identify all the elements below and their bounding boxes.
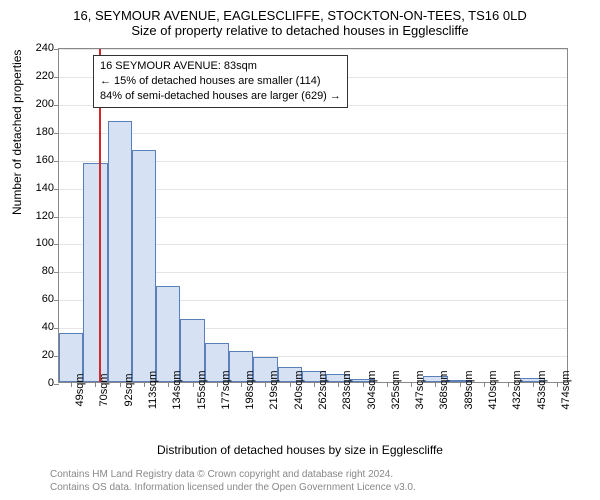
x-tick-label: 177sqm [220, 370, 232, 409]
histogram-bar [132, 150, 156, 382]
x-axis-label: Distribution of detached houses by size … [0, 443, 600, 457]
y-tick-label: 0 [48, 377, 54, 389]
x-tick-label: 262sqm [317, 370, 329, 409]
chart-container: 16, SEYMOUR AVENUE, EAGLESCLIFFE, STOCKT… [0, 0, 600, 500]
y-tick-label: 160 [36, 154, 54, 166]
x-tick [95, 382, 96, 387]
y-tick [54, 328, 59, 329]
y-tick-label: 200 [36, 98, 54, 110]
x-tick-label: 410sqm [487, 370, 499, 409]
x-tick [290, 382, 291, 387]
y-tick [54, 49, 59, 50]
x-tick-label: 155sqm [196, 370, 208, 409]
x-tick-label: 134sqm [171, 370, 183, 409]
info-line-3: 84% of semi-detached houses are larger (… [100, 89, 341, 104]
x-tick-label: 304sqm [366, 370, 378, 409]
plot-area: 16 SEYMOUR AVENUE: 83sqm ← 15% of detach… [58, 48, 568, 383]
y-tick-label: 220 [36, 70, 54, 82]
info-line-2: ← 15% of detached houses are smaller (11… [100, 74, 341, 89]
y-tick-label: 120 [36, 210, 54, 222]
x-tick [314, 382, 315, 387]
x-tick [435, 382, 436, 387]
info-box: 16 SEYMOUR AVENUE: 83sqm ← 15% of detach… [93, 55, 348, 108]
histogram-bar [83, 163, 107, 382]
x-tick-label: 283sqm [341, 370, 353, 409]
y-axis-label: Number of detached properties [10, 50, 24, 215]
y-tick [54, 161, 59, 162]
y-tick-label: 40 [42, 321, 54, 333]
x-tick-label: 347sqm [414, 370, 426, 409]
x-tick [484, 382, 485, 387]
chart-title-sub: Size of property relative to detached ho… [0, 23, 600, 42]
histogram-bar [156, 286, 180, 382]
y-tick [54, 244, 59, 245]
y-tick-label: 100 [36, 237, 54, 249]
credits: Contains HM Land Registry data © Crown c… [50, 468, 416, 494]
x-tick-label: 474sqm [560, 370, 572, 409]
x-tick-label: 92sqm [123, 373, 135, 406]
x-tick [460, 382, 461, 387]
x-tick [533, 382, 534, 387]
x-tick-label: 240sqm [293, 370, 305, 409]
x-tick [387, 382, 388, 387]
x-tick-label: 49sqm [74, 373, 86, 406]
chart-title-main: 16, SEYMOUR AVENUE, EAGLESCLIFFE, STOCKT… [0, 0, 600, 23]
x-tick [193, 382, 194, 387]
x-tick-label: 70sqm [98, 373, 110, 406]
y-tick-label: 140 [36, 182, 54, 194]
histogram-bar [108, 121, 132, 382]
y-tick-label: 20 [42, 349, 54, 361]
x-tick [71, 382, 72, 387]
x-tick [241, 382, 242, 387]
x-tick-label: 198sqm [244, 370, 256, 409]
y-tick-label: 240 [36, 42, 54, 54]
y-tick-label: 60 [42, 293, 54, 305]
gridline [59, 133, 567, 134]
gridline [59, 49, 567, 50]
x-tick [144, 382, 145, 387]
x-tick-label: 389sqm [463, 370, 475, 409]
y-tick [54, 384, 59, 385]
y-tick [54, 105, 59, 106]
y-tick [54, 133, 59, 134]
x-tick [168, 382, 169, 387]
x-tick-label: 325sqm [390, 370, 402, 409]
y-tick [54, 272, 59, 273]
x-tick [363, 382, 364, 387]
y-tick-label: 80 [42, 265, 54, 277]
y-tick [54, 300, 59, 301]
x-tick [338, 382, 339, 387]
x-tick [557, 382, 558, 387]
credits-line-2: Contains OS data. Information licensed u… [50, 481, 416, 494]
x-tick-label: 113sqm [147, 371, 159, 409]
y-tick-label: 180 [36, 126, 54, 138]
y-tick [54, 217, 59, 218]
y-tick [54, 77, 59, 78]
x-tick-label: 368sqm [438, 370, 450, 409]
x-tick [217, 382, 218, 387]
y-tick [54, 189, 59, 190]
x-tick [411, 382, 412, 387]
x-tick [265, 382, 266, 387]
credits-line-1: Contains HM Land Registry data © Crown c… [50, 468, 416, 481]
x-tick-label: 432sqm [511, 370, 523, 409]
x-tick [120, 382, 121, 387]
x-tick-label: 219sqm [268, 370, 280, 409]
info-line-1: 16 SEYMOUR AVENUE: 83sqm [100, 59, 341, 74]
x-tick-label: 453sqm [536, 370, 548, 409]
x-tick [508, 382, 509, 387]
